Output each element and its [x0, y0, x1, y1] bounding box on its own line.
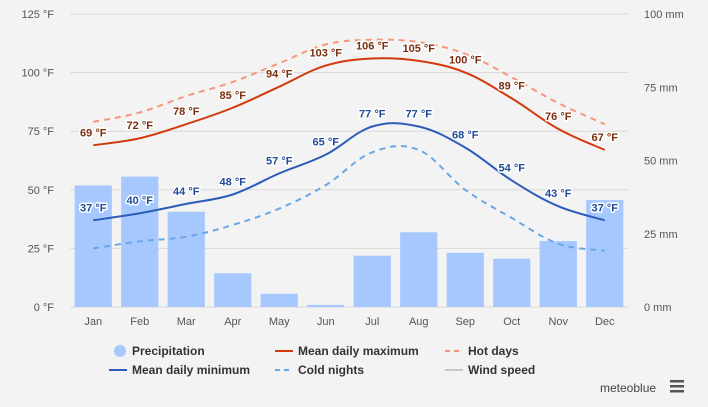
legend-label: Hot days	[468, 344, 519, 358]
right-axis-tick-label: 25 mm	[644, 229, 678, 241]
data-label: 37 °F	[592, 202, 619, 214]
data-label: 57 °F	[266, 155, 293, 167]
branding[interactable]: meteoblue	[600, 380, 684, 395]
data-label: 65 °F	[313, 137, 340, 149]
precipitation-bar[interactable]	[539, 241, 577, 307]
data-label: 40 °F	[127, 195, 154, 207]
precipitation-bar[interactable]	[400, 232, 438, 307]
precipitation-bars	[74, 176, 624, 307]
hamburger-menu-icon[interactable]	[670, 380, 684, 393]
data-labels: 69 °F 72 °F 78 °F 85 °F 94 °F 103 °F 106 °F 105…	[79, 39, 620, 216]
data-label: 54 °F	[499, 162, 526, 174]
left-axis-tick-label: 50 °F	[28, 185, 55, 197]
right-axis-tick-label: 50 mm	[644, 156, 678, 168]
legend-label: Precipitation	[132, 344, 205, 358]
data-label: 89 °F	[499, 80, 526, 92]
left-axis-tick-label: 25 °F	[28, 243, 55, 255]
precipitation-bar[interactable]	[214, 273, 252, 307]
legend-label: Wind speed	[468, 363, 535, 377]
data-label: 105 °F	[402, 43, 435, 55]
left-axis-tick-label: 125 °F	[21, 9, 54, 21]
data-label: 77 °F	[359, 109, 386, 121]
data-label: 44 °F	[173, 186, 200, 198]
right-axis-tick-label: 75 mm	[644, 82, 678, 94]
precipitation-bar[interactable]	[353, 255, 391, 307]
legend[interactable]: Precipitation Mean daily maximum Hot days M…	[109, 344, 535, 377]
data-label: 100 °F	[449, 55, 482, 67]
precipitation-bar[interactable]	[446, 252, 484, 307]
data-label: 72 °F	[127, 120, 154, 132]
legend-item-wind-speed[interactable]: Wind speed	[445, 363, 535, 377]
data-label: 48 °F	[220, 176, 247, 188]
x-axis-tick-label: May	[269, 316, 290, 328]
cold-nights-line[interactable]	[93, 145, 605, 252]
legend-item-mean-daily-maximum[interactable]: Mean daily maximum	[275, 344, 419, 358]
legend-item-mean-daily-minimum[interactable]: Mean daily minimum	[109, 363, 250, 377]
x-axis-tick-label: Mar	[177, 316, 196, 328]
x-axis-tick-label: Feb	[130, 316, 149, 328]
right-axis-tick-label: 100 mm	[644, 9, 684, 21]
data-label: 43 °F	[545, 188, 572, 200]
x-axis-tick-label: Nov	[548, 316, 568, 328]
precipitation-bar[interactable]	[167, 211, 205, 307]
data-label: 78 °F	[173, 106, 200, 118]
legend-item-hot-days[interactable]: Hot days	[445, 344, 519, 358]
x-axis-tick-label: Jul	[365, 316, 379, 328]
right-axis-tick-label: 0 mm	[644, 302, 672, 314]
data-label: 77 °F	[406, 109, 433, 121]
x-axis-tick-label: Dec	[595, 316, 615, 328]
data-label: 37 °F	[80, 202, 107, 214]
legend-label: Mean daily minimum	[132, 363, 250, 377]
data-label: 103 °F	[309, 48, 342, 60]
x-axis-tick-label: Oct	[503, 316, 520, 328]
legend-label: Cold nights	[298, 363, 364, 377]
data-label: 76 °F	[545, 111, 572, 123]
x-axis-tick-label: Sep	[455, 316, 475, 328]
legend-item-precipitation[interactable]: Precipitation	[114, 344, 205, 358]
legend-label: Mean daily maximum	[298, 344, 419, 358]
data-label: 94 °F	[266, 69, 293, 81]
legend-item-cold-nights[interactable]: Cold nights	[275, 363, 364, 377]
data-label: 85 °F	[220, 90, 247, 102]
axis-tick-labels: 0 °F 25 °F 50 °F 75 °F 100 °F 125 °F 0 mm 25 mm…	[21, 9, 683, 328]
brand-text[interactable]: meteoblue	[600, 381, 656, 395]
series-lines	[93, 38, 606, 252]
x-axis-tick-label: Aug	[409, 316, 429, 328]
mean-daily-minimum-line[interactable]	[93, 122, 606, 222]
left-axis-tick-label: 0 °F	[34, 302, 55, 314]
data-label: 68 °F	[452, 130, 479, 142]
mean-daily-maximum-line[interactable]	[93, 57, 606, 151]
left-axis-tick-label: 100 °F	[21, 68, 54, 80]
precipitation-bar[interactable]	[260, 293, 298, 307]
precipitation-bar[interactable]	[493, 258, 531, 307]
legend-marker	[114, 345, 126, 357]
x-axis-tick-label: Jan	[84, 316, 102, 328]
left-axis-tick-label: 75 °F	[28, 126, 55, 138]
hot-days-line[interactable]	[93, 38, 606, 126]
data-label: 69 °F	[80, 127, 107, 139]
x-axis-tick-label: Apr	[224, 316, 241, 328]
precipitation-bar[interactable]	[307, 304, 345, 307]
data-label: 67 °F	[592, 132, 619, 144]
x-axis-tick-label: Jun	[317, 316, 335, 328]
data-label: 106 °F	[356, 41, 389, 53]
